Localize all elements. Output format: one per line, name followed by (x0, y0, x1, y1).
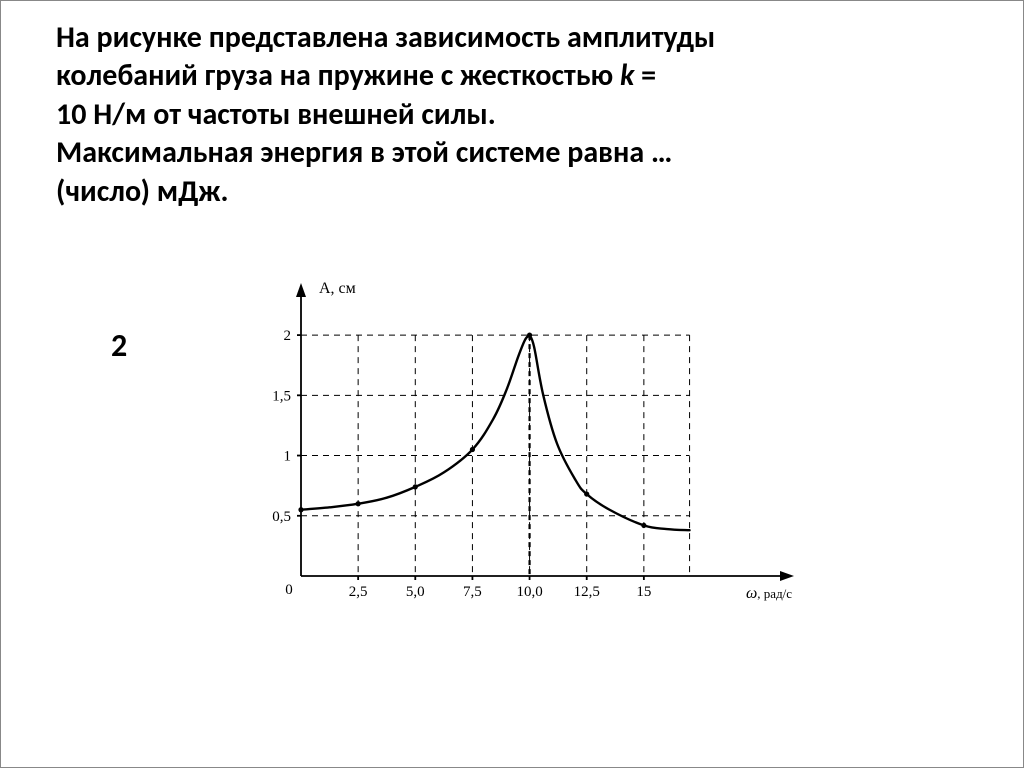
svg-text:2,5: 2,5 (349, 584, 368, 600)
problem-line1: На рисунке представлена зависимость ампл… (56, 19, 715, 56)
problem-line5: (число) мДж. (56, 173, 229, 210)
problem-line2a: колебаний груза на пружине с жесткостью (56, 57, 620, 94)
svg-text:2: 2 (284, 328, 292, 344)
svg-text:10,0: 10,0 (516, 584, 542, 600)
problem-text: На рисунке представлена зависимость ампл… (56, 19, 976, 211)
svg-text:А, см: А, см (319, 280, 356, 297)
svg-text:12,5: 12,5 (574, 584, 600, 600)
svg-text:7,5: 7,5 (463, 584, 482, 600)
svg-text:5,0: 5,0 (406, 584, 425, 600)
svg-text:1,5: 1,5 (272, 388, 291, 404)
svg-text:0,5: 0,5 (272, 509, 291, 525)
problem-line3: 10 Н/м от частоты внешней силы. (56, 96, 496, 133)
svg-text:15: 15 (636, 584, 651, 600)
resonance-chart: 0,5 1 1,5 2 2,5 5,0 7,5 10,0 12,5 15 0 А, см ω, рад/… (221, 276, 831, 631)
problem-k: k (620, 57, 634, 94)
svg-text:1: 1 (284, 449, 292, 465)
answer-value: 2 (111, 326, 127, 365)
problem-line4: Максимальная энергия в этой системе равн… (56, 134, 672, 171)
svg-text:ω, рад/с: ω, рад/с (746, 585, 792, 602)
problem-line2b: = (634, 57, 656, 94)
svg-text:0: 0 (285, 582, 293, 598)
slide-page: На рисунке представлена зависимость ампл… (0, 0, 1024, 768)
chart-svg: 0,5 1 1,5 2 2,5 5,0 7,5 10,0 12,5 15 0 А, см ω, рад/… (221, 276, 831, 631)
